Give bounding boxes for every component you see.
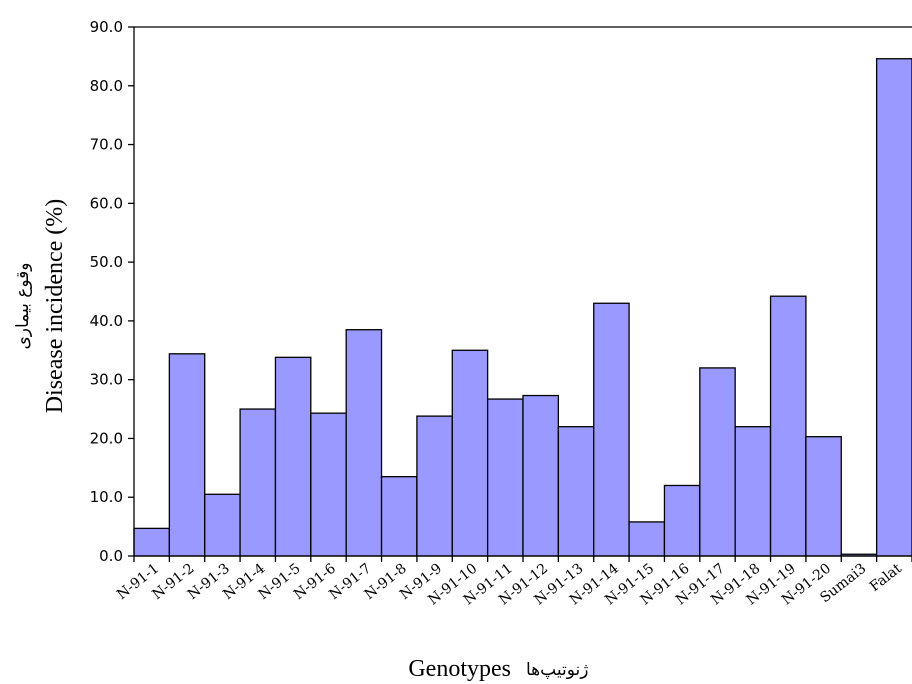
bar-n-91-1 [134, 528, 169, 556]
y-tick-label: 80.0 [90, 77, 123, 95]
y-tick-labels: 0.0 10.0 20.0 30.0 40.0 50.0 60.0 70.0 80.0 90.0 [90, 18, 123, 565]
bar-n-91-16 [664, 485, 699, 556]
bar-n-91-3 [205, 494, 240, 556]
y-tick-label: 50.0 [90, 253, 123, 271]
y-tick-label: 40.0 [90, 312, 123, 330]
bar-n-91-5 [275, 357, 310, 556]
bar-n-91-20 [806, 437, 841, 556]
y-tick-label: 60.0 [90, 194, 123, 212]
x-category-label: Falat [867, 560, 905, 595]
bar-n-91-8 [382, 477, 417, 556]
bar-n-91-2 [169, 354, 204, 556]
bar-n-91-4 [240, 409, 275, 556]
x-axis-title: Genotypes [408, 656, 511, 682]
y-tick-label: 70.0 [90, 136, 123, 154]
y-axis-title: Disease incidence (%) [42, 199, 68, 414]
y-tick-label: 10.0 [90, 488, 123, 506]
bar-n-91-6 [311, 413, 346, 556]
bar-n-91-9 [417, 416, 452, 556]
bar-n-91-12 [523, 396, 558, 556]
bars [134, 59, 912, 556]
x-category-labels: N-91-1N-91-2N-91-3N-91-4N-91-5N-91-6N-91… [114, 560, 905, 608]
y-tick-label: 30.0 [90, 371, 123, 389]
bar-n-91-19 [771, 296, 806, 556]
y-tick-label: 0.0 [99, 547, 123, 565]
bar-n-91-17 [700, 368, 735, 556]
bar-falat [877, 59, 912, 556]
x-axis-title-persian: ژنوتیپ‌ها [526, 660, 588, 680]
bar-n-91-15 [629, 522, 664, 556]
bar-n-91-14 [594, 303, 629, 556]
bar-n-91-18 [735, 427, 770, 556]
bar-n-91-10 [452, 350, 487, 556]
y-tick-label: 20.0 [90, 429, 123, 447]
y-tick-label: 90.0 [90, 18, 123, 36]
bar-n-91-7 [346, 330, 381, 556]
bar-n-91-13 [558, 427, 593, 556]
y-axis-title-persian: وقوع بیماری [13, 262, 33, 349]
bar-n-91-11 [488, 399, 523, 556]
